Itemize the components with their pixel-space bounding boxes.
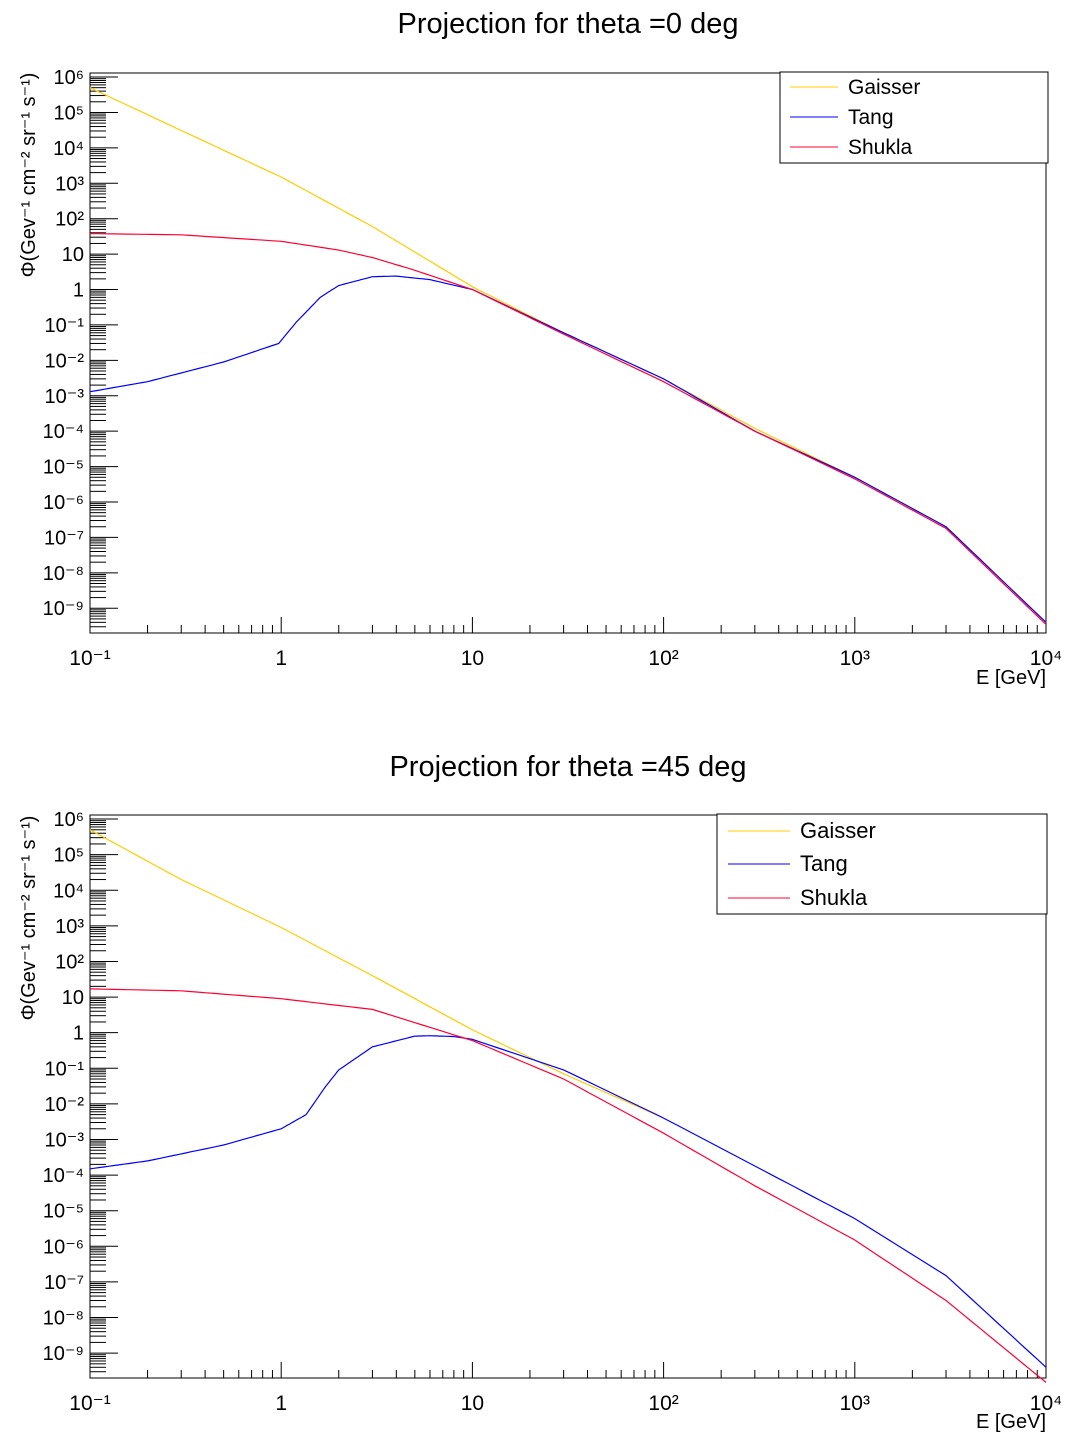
x-tick-label: 10² bbox=[648, 1392, 678, 1415]
y-tick-label: 10⁻⁶ bbox=[43, 492, 84, 514]
plot-frame bbox=[89, 814, 1047, 1379]
y-tick-label: 10⁻² bbox=[45, 350, 85, 372]
y-tick-label: 1 bbox=[73, 1023, 84, 1045]
x-tick-label: 10³ bbox=[840, 647, 870, 670]
y-tick-label: 10⁻¹ bbox=[45, 1058, 85, 1080]
legend-label-tang: Tang bbox=[800, 851, 848, 876]
chart-panel-theta-45: Projection for theta =45 deg 10⁻¹ 1 10 10² 1… bbox=[18, 751, 1062, 1433]
y-tick-label: 10⁻⁸ bbox=[43, 563, 84, 585]
x-tick-label: 10⁴ bbox=[1030, 1392, 1062, 1415]
legend-label-shukla: Shukla bbox=[800, 885, 868, 910]
chart-panel-theta-0: Projection for theta =0 deg 10⁻¹ 1 10 10² 10… bbox=[18, 8, 1062, 689]
legend: Gaisser Tang Shukla bbox=[716, 813, 1048, 915]
x-axis-label: E [GeV] bbox=[976, 1411, 1046, 1433]
x-tick-label: 10⁴ bbox=[1030, 647, 1062, 670]
y-tick-label: 10⁻⁸ bbox=[43, 1308, 84, 1330]
y-tick-label: 10⁻³ bbox=[45, 1129, 85, 1151]
x-tick-label: 10 bbox=[461, 1392, 484, 1415]
legend-label-gaisser: Gaisser bbox=[800, 818, 876, 843]
series-gaisser-line bbox=[89, 829, 664, 1119]
y-tick-label: 10⁵ bbox=[53, 102, 84, 124]
x-tick-label: 10 bbox=[461, 647, 484, 670]
y-tick-label: 10⁻⁷ bbox=[44, 527, 84, 549]
y-tick-label: 10³ bbox=[55, 173, 84, 195]
series-lines bbox=[89, 829, 1047, 1383]
axis-ticks bbox=[89, 76, 1047, 634]
y-tick-label: 10⁴ bbox=[53, 880, 84, 902]
y-tick-label: 10 bbox=[62, 244, 84, 266]
x-tick-label: 10² bbox=[648, 647, 678, 670]
y-tick-label: 10⁵ bbox=[53, 845, 84, 867]
series-shukla-line bbox=[89, 233, 1047, 625]
x-tick-label: 10³ bbox=[840, 1392, 870, 1415]
tick-labels: 10⁻¹ 1 10 10² 10³ 10⁴ 10⁶ 10⁵ 10⁴ 10³ 10² 10 1 10⁻¹ 10… bbox=[43, 809, 1063, 1415]
legend-label-shukla: Shukla bbox=[848, 136, 913, 159]
y-tick-label: 10⁴ bbox=[53, 138, 84, 160]
y-tick-label: 10² bbox=[55, 209, 84, 231]
x-tick-label: 10⁻¹ bbox=[69, 1392, 110, 1415]
y-tick-label: 10⁻⁶ bbox=[43, 1236, 84, 1258]
chart-title: Projection for theta =45 deg bbox=[389, 751, 746, 783]
y-tick-label: 10 bbox=[62, 987, 84, 1009]
legend-label-tang: Tang bbox=[848, 106, 894, 129]
y-tick-label: 10⁻⁴ bbox=[43, 1165, 84, 1187]
axis-ticks bbox=[89, 818, 1047, 1379]
y-axis-label: Φ(Gev⁻¹ cm⁻² sr⁻¹ s⁻¹) bbox=[18, 816, 40, 1021]
y-tick-label: 10⁻⁵ bbox=[43, 457, 84, 479]
y-tick-label: 10⁻⁹ bbox=[43, 1343, 84, 1365]
x-tick-label: 10⁻¹ bbox=[69, 647, 110, 670]
y-tick-label: 10² bbox=[55, 951, 84, 973]
y-tick-label: 1 bbox=[73, 280, 84, 302]
y-tick-label: 10⁻⁴ bbox=[43, 421, 84, 443]
legend: Gaisser Tang Shukla bbox=[779, 71, 1049, 164]
y-tick-label: 10³ bbox=[55, 916, 84, 938]
y-tick-label: 10⁶ bbox=[54, 67, 84, 89]
legend-label-gaisser: Gaisser bbox=[848, 76, 920, 99]
y-axis-label: Φ(Gev⁻¹ cm⁻² sr⁻¹ s⁻¹) bbox=[18, 73, 40, 278]
x-tick-label: 1 bbox=[275, 1392, 287, 1415]
y-tick-label: 10⁻⁵ bbox=[43, 1201, 84, 1223]
plot-frame bbox=[89, 72, 1047, 634]
y-tick-label: 10⁻¹ bbox=[45, 315, 85, 337]
y-tick-label: 10⁻⁷ bbox=[44, 1272, 84, 1294]
series-shukla-line bbox=[89, 988, 1047, 1383]
chart-title: Projection for theta =0 deg bbox=[398, 8, 739, 40]
x-axis-label: E [GeV] bbox=[976, 667, 1046, 689]
y-tick-label: 10⁻² bbox=[45, 1094, 85, 1116]
series-tang-line bbox=[89, 1035, 1047, 1368]
y-tick-label: 10⁶ bbox=[54, 809, 84, 831]
x-tick-label: 1 bbox=[275, 647, 287, 670]
y-tick-label: 10⁻³ bbox=[45, 386, 85, 408]
series-lines bbox=[89, 87, 1047, 625]
tick-labels: 10⁻¹ 1 10 10² 10³ 10⁴ 10⁶ 10⁵ 10⁴ 10³ 10² 10 1 10⁻¹ 10… bbox=[43, 67, 1063, 670]
y-tick-label: 10⁻⁹ bbox=[43, 598, 84, 620]
